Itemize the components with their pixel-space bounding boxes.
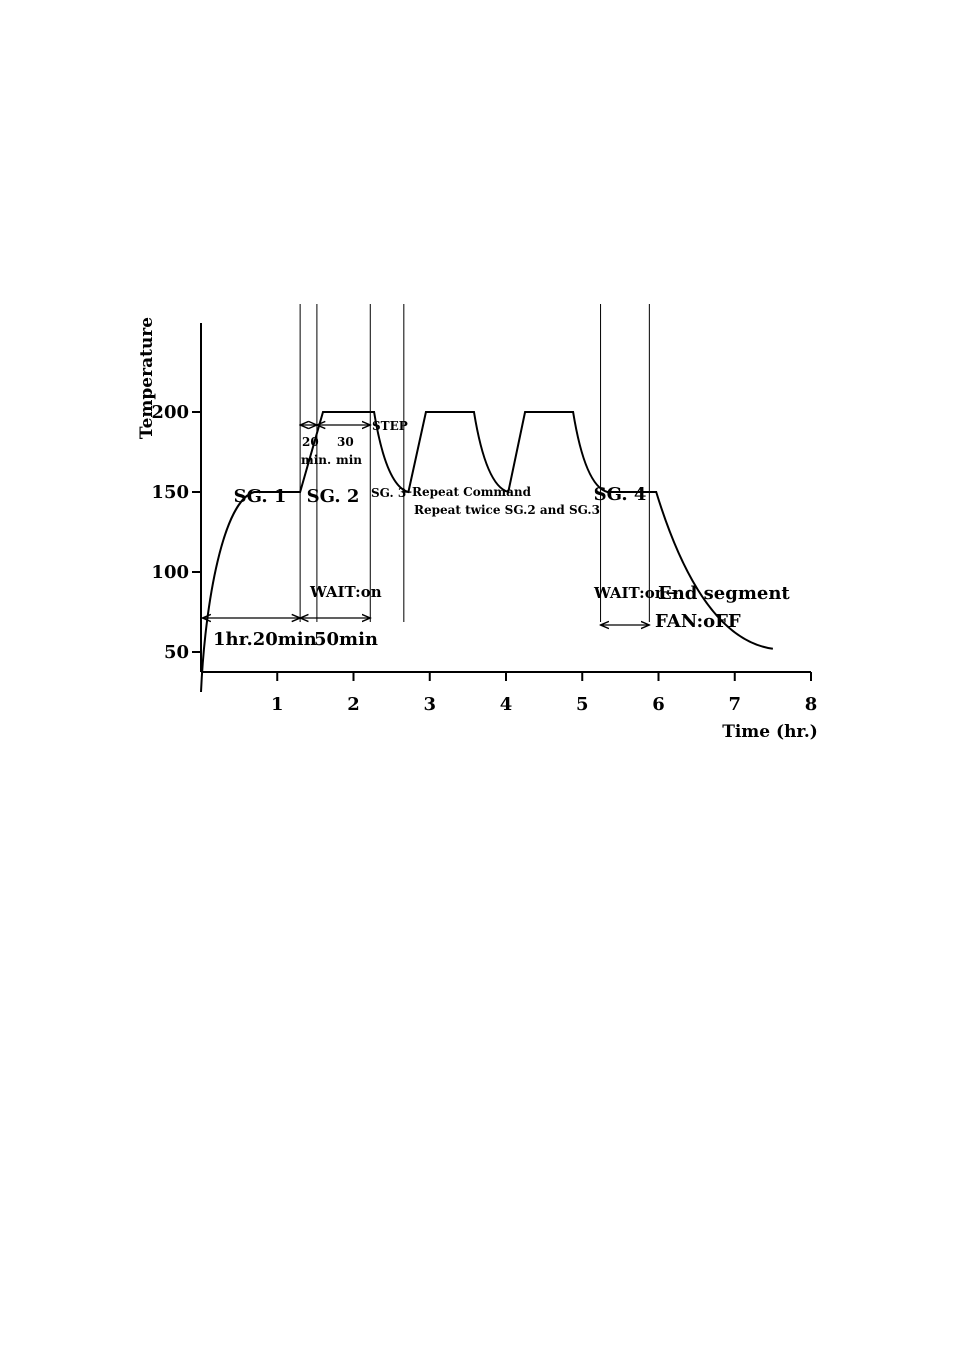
twenty-label: 20 <box>302 435 319 449</box>
thirty-label: 30 <box>337 435 354 449</box>
x-tick-label: 2 <box>347 694 360 715</box>
y-tick-label: 200 <box>151 402 189 423</box>
span-2-label: 50min <box>314 629 378 650</box>
x-tick-label: 5 <box>576 694 589 715</box>
min-dot-label: min. <box>301 453 331 467</box>
x-tick-label: 1 <box>271 694 284 715</box>
y-tick-label: 150 <box>151 482 189 503</box>
x-tick-label: 3 <box>423 694 436 715</box>
wait-on-label-1: WAIT:on <box>309 583 382 601</box>
temperature-series-line <box>200 411 774 693</box>
wait-on-label-2: WAIT:on← <box>593 584 678 602</box>
x-tick-label: 7 <box>728 694 741 715</box>
step-label: STEP <box>372 419 408 433</box>
fan-off-label: FAN:oFF <box>655 611 741 632</box>
segment-boundary-group <box>299 304 650 622</box>
x-tick-label: 8 <box>805 694 818 715</box>
y-tick-label: 100 <box>151 562 189 583</box>
y-axis-title: Temperature <box>137 317 157 439</box>
y-tick-group: 50 100 150 200 <box>151 402 201 663</box>
end-segment-label: End segment <box>658 583 790 604</box>
sg3-label: SG. 3 <box>371 486 406 500</box>
repeat-twice-label: Repeat twice SG.2 and SG.3 <box>414 503 600 517</box>
x-tick-group: 1 2 3 4 5 6 7 8 <box>271 672 817 715</box>
x-axis-title: Time (hr.) <box>722 722 818 742</box>
x-tick-label: 4 <box>500 694 513 715</box>
sg2-label: SG. 2 <box>307 486 360 507</box>
sg4-label: SG. 4 <box>594 484 647 505</box>
sg1-label: SG. 1 <box>234 486 287 507</box>
dimension-arrow-group <box>203 425 650 625</box>
min-label: min <box>336 453 362 467</box>
repeat-command-label: ←Repeat Command <box>402 485 532 499</box>
y-tick-label: 50 <box>164 642 189 663</box>
x-tick-label: 6 <box>652 694 665 715</box>
span-1-label: 1hr.20min <box>213 629 317 650</box>
